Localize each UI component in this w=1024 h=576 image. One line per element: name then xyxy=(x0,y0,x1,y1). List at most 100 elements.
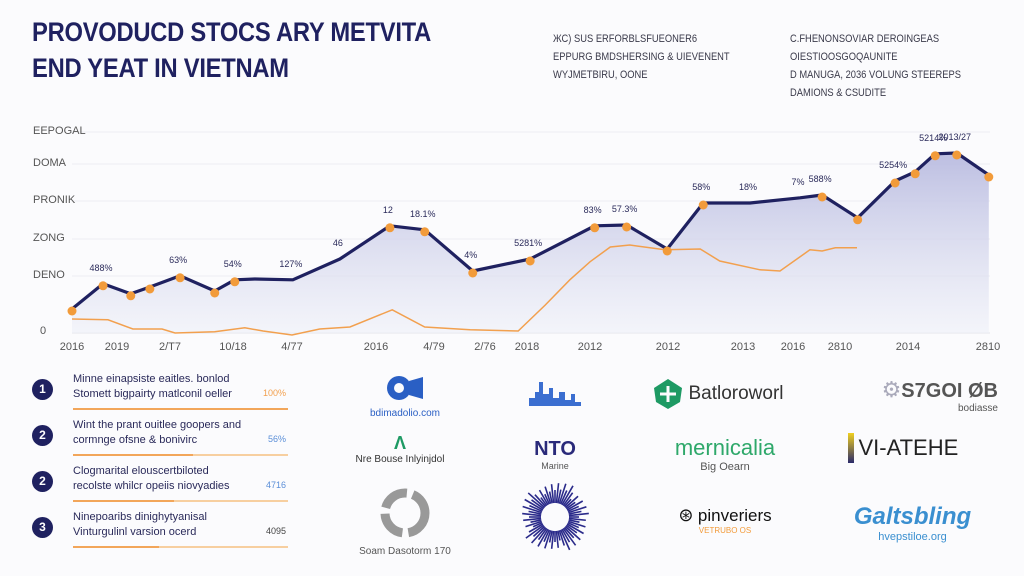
starburst-ray xyxy=(522,512,542,517)
data-point-marker xyxy=(145,284,155,294)
starburst-ray xyxy=(534,494,547,508)
logo-caption: hvepstiloe.org xyxy=(878,531,947,543)
starburst-ray xyxy=(523,517,542,522)
x-tick-label: 2/T7 xyxy=(159,341,181,353)
item-text: Ninepoaribs dinighytyanisal Vinturgulinl … xyxy=(73,510,207,540)
x-tick-label: 4/79 xyxy=(423,341,444,353)
data-point-marker xyxy=(525,256,535,266)
logo-gear: ⚙S7GOI ØB bodiasse xyxy=(838,377,998,414)
item-text: Clogmarital elouscertbiloted recolste whi… xyxy=(73,464,230,494)
x-tick-label: 4/77 xyxy=(281,341,302,353)
logo-viatehe: VI-ATEHE xyxy=(848,433,988,463)
item-line-1: Minne einapsiste eaitles. bonlod xyxy=(73,373,230,385)
data-point-marker xyxy=(910,169,920,179)
data-label: 58% xyxy=(692,182,710,192)
y-tick-label: DOMA xyxy=(33,157,67,169)
note-line: EPPURG BMDSHERSING & UIEVENENT xyxy=(553,51,730,63)
x-tick-label: 2019 xyxy=(105,341,129,353)
starburst-ray xyxy=(528,510,542,515)
starburst-ray xyxy=(522,505,542,514)
item-progress-fill xyxy=(73,546,159,548)
logo-galtsbling: Galtsbling hvepstiloe.org xyxy=(840,503,985,543)
starburst-ray xyxy=(525,520,542,528)
list-item: 1 Minne einapsiste eaitles. bonlod Stomet… xyxy=(30,372,290,412)
x-tick-label: 2012 xyxy=(656,341,680,353)
item-line-1: Clogmarital elouscertbiloted xyxy=(73,465,209,477)
y-tick-label: 0 xyxy=(40,325,46,337)
x-tick-label: 2/76 xyxy=(474,341,495,353)
starburst-ray xyxy=(568,520,586,528)
starburst-ray xyxy=(557,530,561,541)
data-label: 63% xyxy=(169,255,187,265)
logo-city-skyline xyxy=(525,378,585,413)
starburst-ray xyxy=(530,519,542,523)
item-line-2: Vinturgulinl varsion ocerd xyxy=(73,526,197,538)
pinveriers-logo-icon: ⊛ xyxy=(678,505,694,525)
starburst-ray xyxy=(532,525,546,537)
logo-batloroworl: Batloroworl xyxy=(652,378,797,410)
starburst-ray xyxy=(565,524,578,534)
item-line-2: cormnge ofsne & bonivirc xyxy=(73,434,198,446)
number-badge: 2 xyxy=(32,471,53,492)
item-progress-bar xyxy=(73,546,288,548)
logo-caption: Big Oearn xyxy=(700,461,750,473)
starburst-ray xyxy=(544,486,552,504)
skyline-logo-icon xyxy=(529,382,581,406)
data-label: 18% xyxy=(739,182,757,192)
data-point-marker xyxy=(385,223,395,233)
x-tick-label: 2810 xyxy=(976,341,1000,353)
number-badge: 1 xyxy=(32,379,53,400)
starburst-ray xyxy=(568,512,589,517)
item-text: Minne einapsiste eaitles. bonlod Stomett … xyxy=(73,372,232,402)
starburst-ray xyxy=(555,530,560,548)
starburst-ray xyxy=(561,528,571,543)
series-2-line xyxy=(71,244,857,336)
item-progress-fill xyxy=(73,500,175,502)
number-badge: 3 xyxy=(32,517,53,538)
logo-nto: NTO Marine xyxy=(520,438,590,471)
data-label: 4% xyxy=(464,250,477,260)
x-tick-label: 2016 xyxy=(781,341,805,353)
logo-caption: VETRUBO OS xyxy=(698,526,752,535)
list-item: 3 Ninepoaribs dinighytyanisal Vinturgulin… xyxy=(30,510,290,550)
x-tick-label: 10/18 xyxy=(219,341,247,353)
data-label: 588% xyxy=(809,174,832,184)
starburst-ray xyxy=(538,489,549,506)
data-point-marker xyxy=(622,222,632,232)
logo-blue-camera: bdimadolio.com xyxy=(365,373,445,419)
starburst-ray xyxy=(531,499,545,510)
logo-caption: bdimadolio.com xyxy=(369,408,441,419)
data-point-marker xyxy=(98,281,108,291)
starburst-ray xyxy=(529,504,543,513)
logo-text: Batloroworl xyxy=(688,383,784,404)
data-point-marker xyxy=(853,215,863,225)
data-point-marker xyxy=(175,273,185,283)
starburst-ray xyxy=(562,527,577,546)
item-line-2: recolste whilcr opeiis niovyadies xyxy=(73,480,230,492)
starburst-ray xyxy=(564,495,579,509)
starburst-ray xyxy=(544,493,551,505)
x-tick-label: 2012 xyxy=(578,341,602,353)
starburst-ray xyxy=(557,489,562,504)
x-tick-label: 2016 xyxy=(60,341,84,353)
number-badge: 2 xyxy=(32,425,53,446)
starburst-ray xyxy=(540,497,548,507)
notes-column-2: C.FHENONSOVIAR DEROINGEAS OIESTIOOSGOQAU… xyxy=(790,30,961,102)
starburst-ray xyxy=(561,485,574,506)
y-tick-label: ZONG xyxy=(33,232,65,244)
data-label: 5214% xyxy=(919,133,947,143)
starburst-ray xyxy=(568,510,582,515)
y-tick-label: EEPOGAL xyxy=(33,125,86,137)
starburst-ray xyxy=(566,500,584,511)
starburst-ray xyxy=(563,498,572,508)
starburst-ray xyxy=(544,530,552,549)
data-label: 54% xyxy=(224,259,242,269)
starburst-ray xyxy=(543,529,551,542)
item-value: 56% xyxy=(267,434,286,444)
data-label: 5281% xyxy=(514,238,542,248)
x-tick-label: 2810 xyxy=(828,341,852,353)
logo-recycle: Soam Dasotorm 170 xyxy=(350,485,460,557)
area-fill xyxy=(72,153,989,333)
list-item: 2 Clogmarital elouscertbiloted recolste w… xyxy=(30,464,290,504)
logo-pinveriers: ⊛ pinveriers VETRUBO OS xyxy=(665,505,785,535)
